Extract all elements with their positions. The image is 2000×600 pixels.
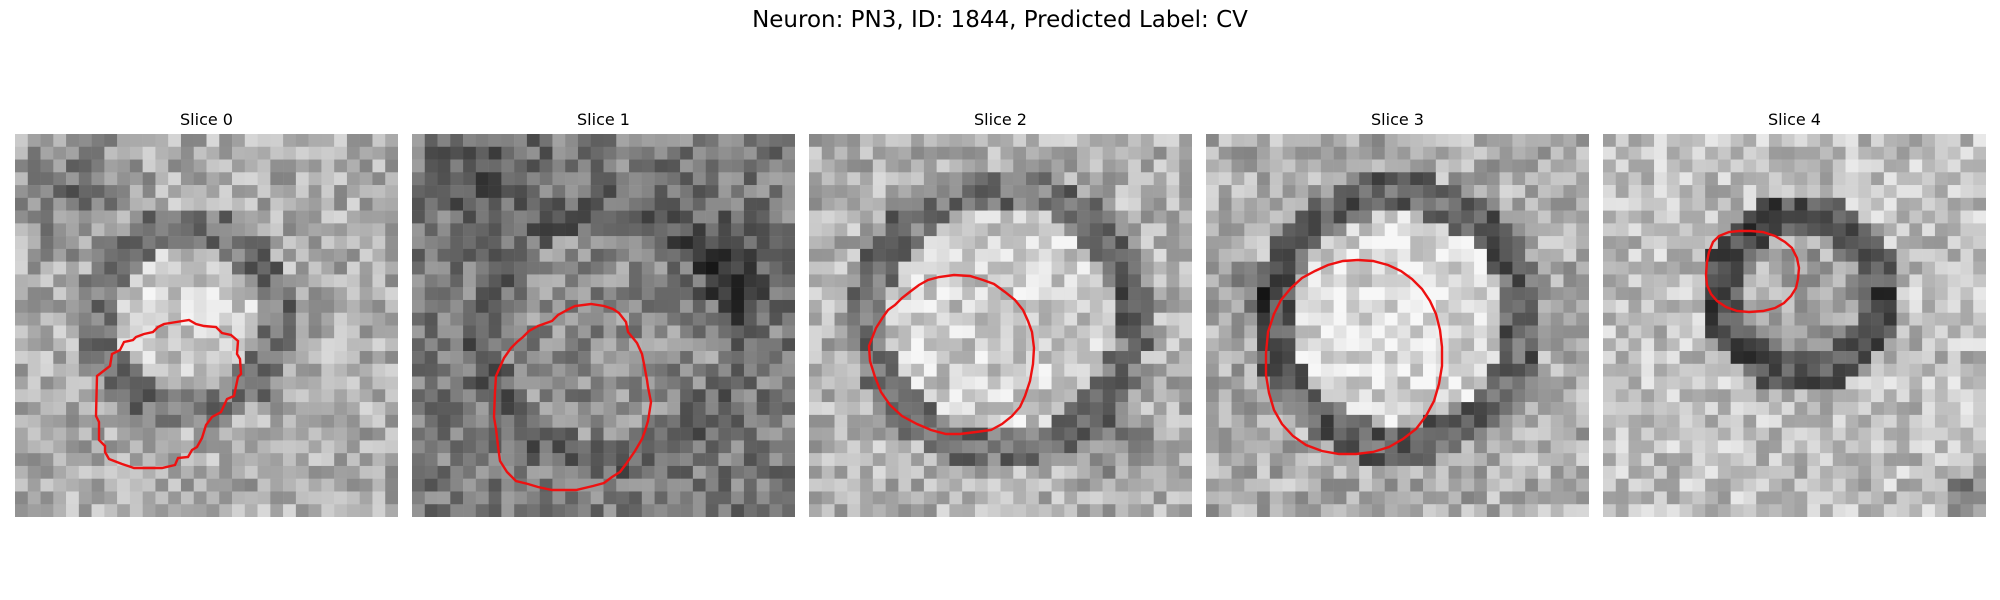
- slice-image: [1603, 134, 1986, 517]
- segmentation-contour: [492, 302, 653, 492]
- slice-pixels: [412, 134, 795, 517]
- slice-panel-2: Slice 2: [809, 110, 1192, 517]
- slice-panel-0: Slice 0: [15, 110, 398, 517]
- contour-overlay: [492, 302, 653, 492]
- slice-title: Slice 1: [577, 110, 630, 129]
- slice-title: Slice 3: [1371, 110, 1424, 129]
- slice-title: Slice 2: [974, 110, 1027, 129]
- contour-overlay: [94, 318, 243, 470]
- slice-panel-1: Slice 1: [412, 110, 795, 517]
- slice-pixels: [1603, 134, 1986, 517]
- contour-overlay: [1704, 229, 1801, 314]
- slice-image: [1206, 134, 1589, 517]
- contour-overlay: [1264, 258, 1444, 456]
- figure-title: Neuron: PN3, ID: 1844, Predicted Label: …: [752, 7, 1248, 33]
- slice-pixels: [1206, 134, 1589, 517]
- segmentation-contour: [867, 273, 1036, 436]
- slice-pixels: [809, 134, 1192, 517]
- slice-pixels: [15, 134, 398, 517]
- slice-image: [809, 134, 1192, 517]
- segmentation-contour: [1704, 229, 1801, 314]
- segmentation-contour: [94, 318, 243, 470]
- slice-image: [412, 134, 795, 517]
- contour-overlay: [867, 273, 1036, 436]
- slice-panel-3: Slice 3: [1206, 110, 1589, 517]
- slice-panel-4: Slice 4: [1603, 110, 1986, 517]
- segmentation-contour: [1264, 258, 1444, 456]
- slice-title: Slice 0: [180, 110, 233, 129]
- slice-image: [15, 134, 398, 517]
- slice-title: Slice 4: [1768, 110, 1821, 129]
